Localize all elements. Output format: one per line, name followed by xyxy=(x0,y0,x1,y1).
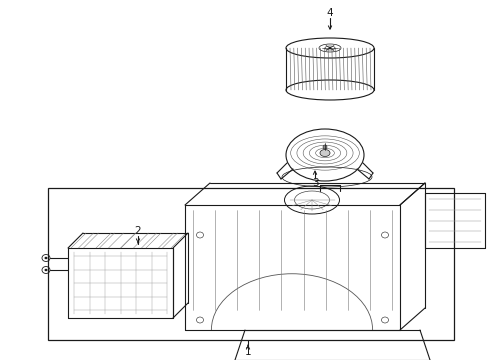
Text: 3: 3 xyxy=(312,178,318,188)
Text: 4: 4 xyxy=(327,8,333,18)
Ellipse shape xyxy=(319,44,341,52)
Ellipse shape xyxy=(328,47,332,49)
Ellipse shape xyxy=(45,269,48,271)
Ellipse shape xyxy=(323,145,327,149)
Text: 1: 1 xyxy=(245,347,251,357)
Bar xyxy=(48,188,454,340)
Text: 2: 2 xyxy=(135,226,141,236)
Ellipse shape xyxy=(320,149,330,157)
Ellipse shape xyxy=(45,257,48,259)
